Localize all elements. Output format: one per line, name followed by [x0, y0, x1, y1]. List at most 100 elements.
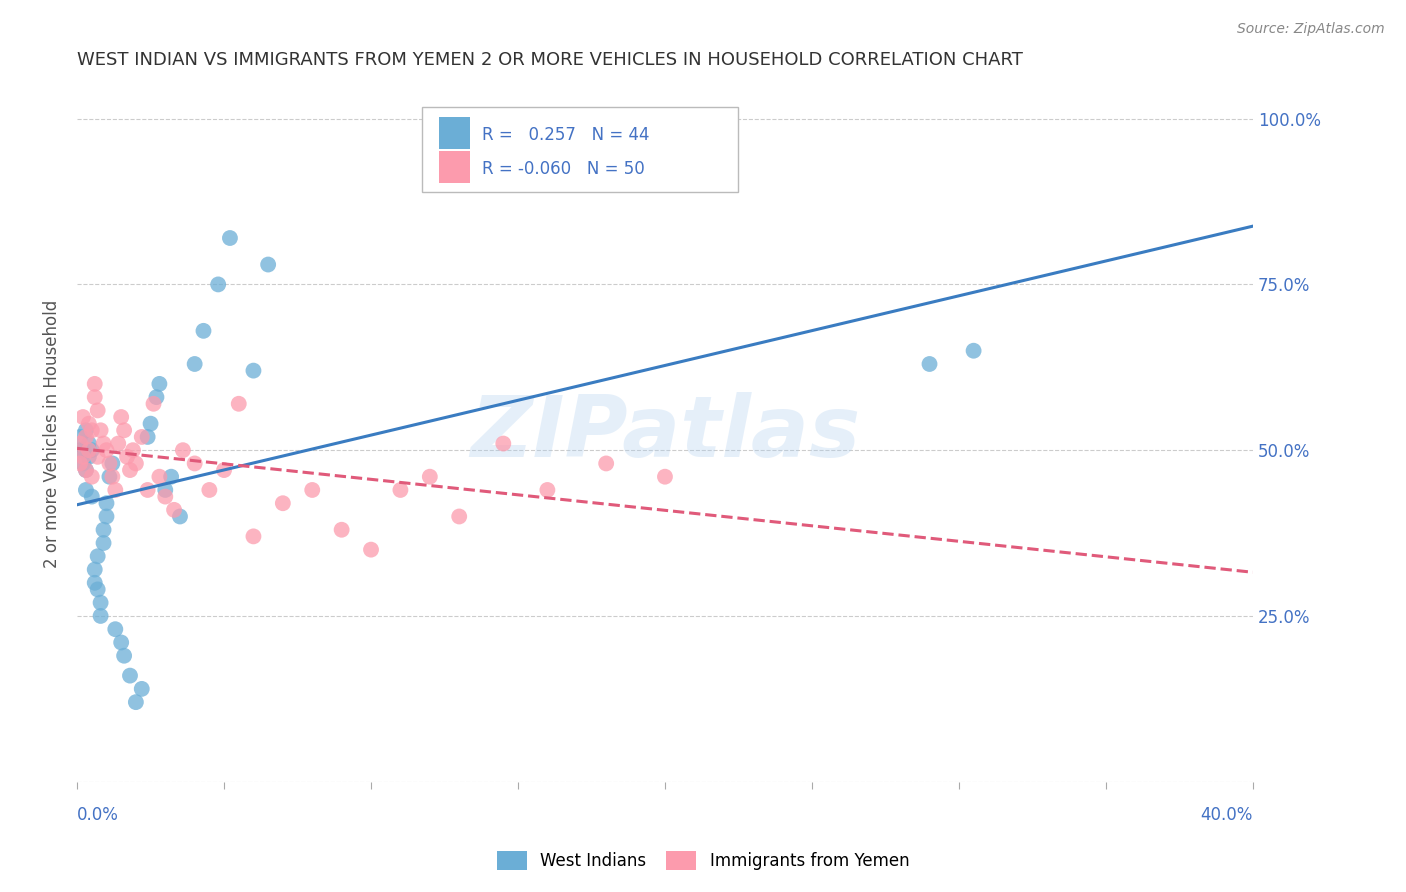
- Point: [80, 469, 103, 483]
- Point: [75, 423, 97, 437]
- Point: [242, 529, 264, 543]
- Point: [80, 443, 103, 458]
- Point: [69, 436, 91, 450]
- Point: [96, 496, 118, 510]
- Point: [101, 457, 124, 471]
- Point: [131, 430, 153, 444]
- Point: [193, 324, 215, 338]
- Point: [83, 562, 105, 576]
- Point: [69, 457, 91, 471]
- Point: [389, 483, 412, 497]
- Point: [145, 390, 167, 404]
- Point: [118, 463, 141, 477]
- Point: [163, 503, 186, 517]
- Point: [228, 397, 250, 411]
- Point: [118, 668, 141, 682]
- Point: [83, 376, 105, 391]
- Point: [104, 483, 127, 497]
- Text: ZIPatlas: ZIPatlas: [470, 392, 860, 475]
- Point: [271, 496, 294, 510]
- Point: [419, 469, 441, 483]
- Point: [75, 463, 97, 477]
- Point: [93, 536, 115, 550]
- Text: WEST INDIAN VS IMMIGRANTS FROM YEMEN 2 OR MORE VEHICLES IN HOUSEHOLD CORRELATION: WEST INDIAN VS IMMIGRANTS FROM YEMEN 2 O…: [77, 51, 1024, 69]
- Point: [80, 423, 103, 437]
- Point: [96, 509, 118, 524]
- Point: [86, 549, 108, 564]
- Point: [112, 648, 135, 663]
- Point: [122, 443, 145, 458]
- Point: [93, 523, 115, 537]
- Point: [360, 542, 382, 557]
- Point: [69, 443, 91, 458]
- Point: [93, 436, 115, 450]
- Text: Source: ZipAtlas.com: Source: ZipAtlas.com: [1237, 22, 1385, 37]
- Text: 40.0%: 40.0%: [1201, 806, 1253, 824]
- Point: [155, 490, 177, 504]
- Point: [301, 483, 323, 497]
- Point: [75, 430, 97, 444]
- Point: [90, 609, 112, 624]
- Point: [77, 450, 100, 464]
- Point: [148, 376, 170, 391]
- Point: [72, 410, 94, 425]
- Point: [160, 469, 183, 483]
- Point: [169, 509, 191, 524]
- Point: [125, 695, 148, 709]
- Point: [98, 457, 121, 471]
- Text: R =   0.257   N = 44: R = 0.257 N = 44: [482, 127, 650, 145]
- Point: [654, 469, 676, 483]
- Point: [536, 483, 558, 497]
- Point: [136, 430, 159, 444]
- Point: [83, 575, 105, 590]
- Point: [112, 423, 135, 437]
- Point: [449, 509, 471, 524]
- Point: [104, 622, 127, 636]
- Point: [148, 469, 170, 483]
- Point: [77, 417, 100, 431]
- Point: [198, 483, 221, 497]
- Point: [101, 469, 124, 483]
- Point: [595, 457, 617, 471]
- Point: [90, 423, 112, 437]
- Point: [72, 457, 94, 471]
- Point: [77, 443, 100, 458]
- Point: [107, 436, 129, 450]
- Point: [142, 397, 165, 411]
- Point: [155, 483, 177, 497]
- Point: [212, 463, 235, 477]
- Point: [115, 450, 138, 464]
- Point: [330, 523, 353, 537]
- Point: [183, 357, 205, 371]
- Point: [125, 457, 148, 471]
- Point: [110, 635, 132, 649]
- Point: [80, 490, 103, 504]
- Point: [136, 483, 159, 497]
- Point: [90, 596, 112, 610]
- Text: 0.0%: 0.0%: [77, 806, 120, 824]
- Point: [86, 582, 108, 597]
- Point: [96, 443, 118, 458]
- Point: [139, 417, 162, 431]
- Point: [962, 343, 984, 358]
- Point: [72, 443, 94, 458]
- Point: [183, 457, 205, 471]
- Point: [219, 231, 242, 245]
- Point: [492, 436, 515, 450]
- Point: [98, 469, 121, 483]
- Point: [110, 410, 132, 425]
- Point: [75, 483, 97, 497]
- Text: R = -0.060   N = 50: R = -0.060 N = 50: [482, 161, 645, 178]
- Point: [77, 436, 100, 450]
- Point: [86, 450, 108, 464]
- Point: [918, 357, 941, 371]
- Point: [83, 390, 105, 404]
- Point: [72, 450, 94, 464]
- Point: [131, 681, 153, 696]
- Legend: West Indians, Immigrants from Yemen: West Indians, Immigrants from Yemen: [491, 844, 915, 877]
- Point: [242, 363, 264, 377]
- Point: [69, 430, 91, 444]
- Point: [86, 403, 108, 417]
- Point: [257, 258, 280, 272]
- Point: [172, 443, 194, 458]
